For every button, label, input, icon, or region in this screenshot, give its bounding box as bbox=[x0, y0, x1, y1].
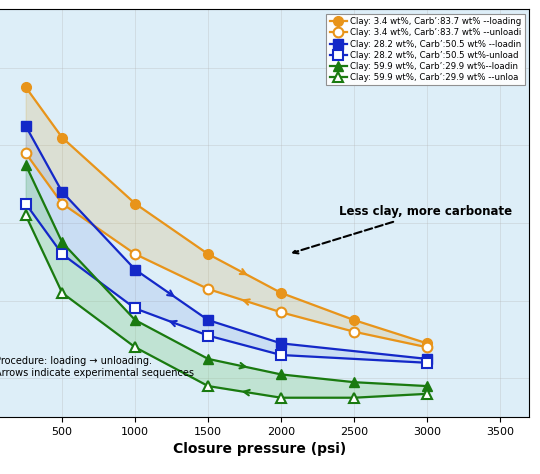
Line: Clay: 59.9 wt%, Carb’:29.9 wt%--loadin: Clay: 59.9 wt%, Carb’:29.9 wt%--loadin bbox=[21, 160, 432, 391]
Line: Clay: 28.2 wt%, Carb’:50.5 wt% --loadin: Clay: 28.2 wt%, Carb’:50.5 wt% --loadin bbox=[21, 121, 432, 364]
Clay: 59.9 wt%, Carb’:29.9 wt% --unloa: (1.5e+03, 1.8): 59.9 wt%, Carb’:29.9 wt% --unloa: (1.5e+… bbox=[205, 383, 211, 389]
Clay: 59.9 wt%, Carb’:29.9 wt% --unloa: (500, 4.2): 59.9 wt%, Carb’:29.9 wt% --unloa: (500, … bbox=[59, 290, 65, 296]
Clay: 28.2 wt%, Carb’:50.5 wt% --loadin: (250, 8.5): 28.2 wt%, Carb’:50.5 wt% --loadin: (250,… bbox=[23, 123, 29, 129]
Clay: 3.4 wt%, Carb’:83.7 wt% --loading: (500, 8.2): 3.4 wt%, Carb’:83.7 wt% --loading: (500,… bbox=[59, 135, 65, 140]
Clay: 59.9 wt%, Carb’:29.9 wt% --unloa: (3e+03, 1.6): 59.9 wt%, Carb’:29.9 wt% --unloa: (3e+03… bbox=[424, 391, 430, 397]
Legend: Clay: 3.4 wt%, Carb’:83.7 wt% --loading, Clay: 3.4 wt%, Carb’:83.7 wt% --unloadi: Clay: 3.4 wt%, Carb’:83.7 wt% --loading,… bbox=[326, 14, 525, 85]
Text: Less clay, more carbonate: Less clay, more carbonate bbox=[293, 205, 512, 254]
Clay: 28.2 wt%, Carb’:50.5 wt%-unload: (1e+03, 3.8): 28.2 wt%, Carb’:50.5 wt%-unload: (1e+03,… bbox=[132, 306, 138, 311]
Clay: 3.4 wt%, Carb’:83.7 wt% --unloadi: (1.5e+03, 4.3): 3.4 wt%, Carb’:83.7 wt% --unloadi: (1.5e… bbox=[205, 286, 211, 292]
Clay: 3.4 wt%, Carb’:83.7 wt% --unloadi: (500, 6.5): 3.4 wt%, Carb’:83.7 wt% --unloadi: (500,… bbox=[59, 201, 65, 207]
Clay: 28.2 wt%, Carb’:50.5 wt% --loadin: (1e+03, 4.8): 28.2 wt%, Carb’:50.5 wt% --loadin: (1e+0… bbox=[132, 267, 138, 273]
Line: Clay: 28.2 wt%, Carb’:50.5 wt%-unload: Clay: 28.2 wt%, Carb’:50.5 wt%-unload bbox=[21, 199, 432, 368]
X-axis label: Closure pressure (psi): Closure pressure (psi) bbox=[173, 442, 346, 456]
Clay: 28.2 wt%, Carb’:50.5 wt%-unload: (2e+03, 2.6): 28.2 wt%, Carb’:50.5 wt%-unload: (2e+03,… bbox=[278, 352, 285, 358]
Clay: 3.4 wt%, Carb’:83.7 wt% --loading: (1e+03, 6.5): 3.4 wt%, Carb’:83.7 wt% --loading: (1e+0… bbox=[132, 201, 138, 207]
Clay: 3.4 wt%, Carb’:83.7 wt% --loading: (2e+03, 4.2): 3.4 wt%, Carb’:83.7 wt% --loading: (2e+0… bbox=[278, 290, 285, 296]
Clay: 59.9 wt%, Carb’:29.9 wt%--loadin: (1e+03, 3.5): 59.9 wt%, Carb’:29.9 wt%--loadin: (1e+03… bbox=[132, 317, 138, 323]
Clay: 3.4 wt%, Carb’:83.7 wt% --unloadi: (250, 7.8): 3.4 wt%, Carb’:83.7 wt% --unloadi: (250,… bbox=[23, 150, 29, 156]
Clay: 59.9 wt%, Carb’:29.9 wt%--loadin: (2.5e+03, 1.9): 59.9 wt%, Carb’:29.9 wt%--loadin: (2.5e+… bbox=[351, 379, 357, 385]
Line: Clay: 59.9 wt%, Carb’:29.9 wt% --unloa: Clay: 59.9 wt%, Carb’:29.9 wt% --unloa bbox=[21, 210, 432, 402]
Clay: 28.2 wt%, Carb’:50.5 wt% --loadin: (3e+03, 2.5): 28.2 wt%, Carb’:50.5 wt% --loadin: (3e+0… bbox=[424, 356, 430, 362]
Clay: 59.9 wt%, Carb’:29.9 wt%--loadin: (250, 7.5): 59.9 wt%, Carb’:29.9 wt%--loadin: (250, … bbox=[23, 162, 29, 168]
Clay: 3.4 wt%, Carb’:83.7 wt% --loading: (250, 9.5): 3.4 wt%, Carb’:83.7 wt% --loading: (250,… bbox=[23, 84, 29, 90]
Clay: 3.4 wt%, Carb’:83.7 wt% --loading: (1.5e+03, 5.2): 3.4 wt%, Carb’:83.7 wt% --loading: (1.5e… bbox=[205, 251, 211, 257]
Clay: 3.4 wt%, Carb’:83.7 wt% --loading: (3e+03, 2.9): 3.4 wt%, Carb’:83.7 wt% --loading: (3e+0… bbox=[424, 340, 430, 346]
Clay: 59.9 wt%, Carb’:29.9 wt%--loadin: (3e+03, 1.8): 59.9 wt%, Carb’:29.9 wt%--loadin: (3e+03… bbox=[424, 383, 430, 389]
Clay: 59.9 wt%, Carb’:29.9 wt%--loadin: (1.5e+03, 2.5): 59.9 wt%, Carb’:29.9 wt%--loadin: (1.5e+… bbox=[205, 356, 211, 362]
Clay: 3.4 wt%, Carb’:83.7 wt% --unloadi: (3e+03, 2.8): 3.4 wt%, Carb’:83.7 wt% --unloadi: (3e+0… bbox=[424, 345, 430, 350]
Clay: 28.2 wt%, Carb’:50.5 wt%-unload: (3e+03, 2.4): 28.2 wt%, Carb’:50.5 wt%-unload: (3e+03,… bbox=[424, 360, 430, 365]
Clay: 3.4 wt%, Carb’:83.7 wt% --loading: (2.5e+03, 3.5): 3.4 wt%, Carb’:83.7 wt% --loading: (2.5e… bbox=[351, 317, 357, 323]
Clay: 59.9 wt%, Carb’:29.9 wt% --unloa: (250, 6.2): 59.9 wt%, Carb’:29.9 wt% --unloa: (250, … bbox=[23, 212, 29, 218]
Clay: 28.2 wt%, Carb’:50.5 wt%-unload: (1.5e+03, 3.1): 28.2 wt%, Carb’:50.5 wt%-unload: (1.5e+0… bbox=[205, 333, 211, 338]
Clay: 59.9 wt%, Carb’:29.9 wt%--loadin: (2e+03, 2.1): 59.9 wt%, Carb’:29.9 wt%--loadin: (2e+03… bbox=[278, 372, 285, 377]
Clay: 59.9 wt%, Carb’:29.9 wt%--loadin: (500, 5.5): 59.9 wt%, Carb’:29.9 wt%--loadin: (500, … bbox=[59, 239, 65, 245]
Clay: 3.4 wt%, Carb’:83.7 wt% --unloadi: (1e+03, 5.2): 3.4 wt%, Carb’:83.7 wt% --unloadi: (1e+0… bbox=[132, 251, 138, 257]
Clay: 59.9 wt%, Carb’:29.9 wt% --unloa: (1e+03, 2.8): 59.9 wt%, Carb’:29.9 wt% --unloa: (1e+03… bbox=[132, 345, 138, 350]
Clay: 3.4 wt%, Carb’:83.7 wt% --unloadi: (2.5e+03, 3.2): 3.4 wt%, Carb’:83.7 wt% --unloadi: (2.5e… bbox=[351, 329, 357, 335]
Line: Clay: 3.4 wt%, Carb’:83.7 wt% --loading: Clay: 3.4 wt%, Carb’:83.7 wt% --loading bbox=[21, 82, 432, 348]
Clay: 28.2 wt%, Carb’:50.5 wt%-unload: (250, 6.5): 28.2 wt%, Carb’:50.5 wt%-unload: (250, 6… bbox=[23, 201, 29, 207]
Clay: 28.2 wt%, Carb’:50.5 wt% --loadin: (2e+03, 2.9): 28.2 wt%, Carb’:50.5 wt% --loadin: (2e+0… bbox=[278, 340, 285, 346]
Text: Procedure: loading → unloading.
Arrows indicate experimental sequences: Procedure: loading → unloading. Arrows i… bbox=[0, 356, 194, 378]
Clay: 59.9 wt%, Carb’:29.9 wt% --unloa: (2.5e+03, 1.5): 59.9 wt%, Carb’:29.9 wt% --unloa: (2.5e+… bbox=[351, 395, 357, 401]
Clay: 59.9 wt%, Carb’:29.9 wt% --unloa: (2e+03, 1.5): 59.9 wt%, Carb’:29.9 wt% --unloa: (2e+03… bbox=[278, 395, 285, 401]
Clay: 28.2 wt%, Carb’:50.5 wt%-unload: (500, 5.2): 28.2 wt%, Carb’:50.5 wt%-unload: (500, 5… bbox=[59, 251, 65, 257]
Line: Clay: 3.4 wt%, Carb’:83.7 wt% --unloadi: Clay: 3.4 wt%, Carb’:83.7 wt% --unloadi bbox=[21, 148, 432, 352]
Clay: 3.4 wt%, Carb’:83.7 wt% --unloadi: (2e+03, 3.7): 3.4 wt%, Carb’:83.7 wt% --unloadi: (2e+0… bbox=[278, 310, 285, 315]
Clay: 28.2 wt%, Carb’:50.5 wt% --loadin: (500, 6.8): 28.2 wt%, Carb’:50.5 wt% --loadin: (500,… bbox=[59, 189, 65, 195]
Clay: 28.2 wt%, Carb’:50.5 wt% --loadin: (1.5e+03, 3.5): 28.2 wt%, Carb’:50.5 wt% --loadin: (1.5e… bbox=[205, 317, 211, 323]
